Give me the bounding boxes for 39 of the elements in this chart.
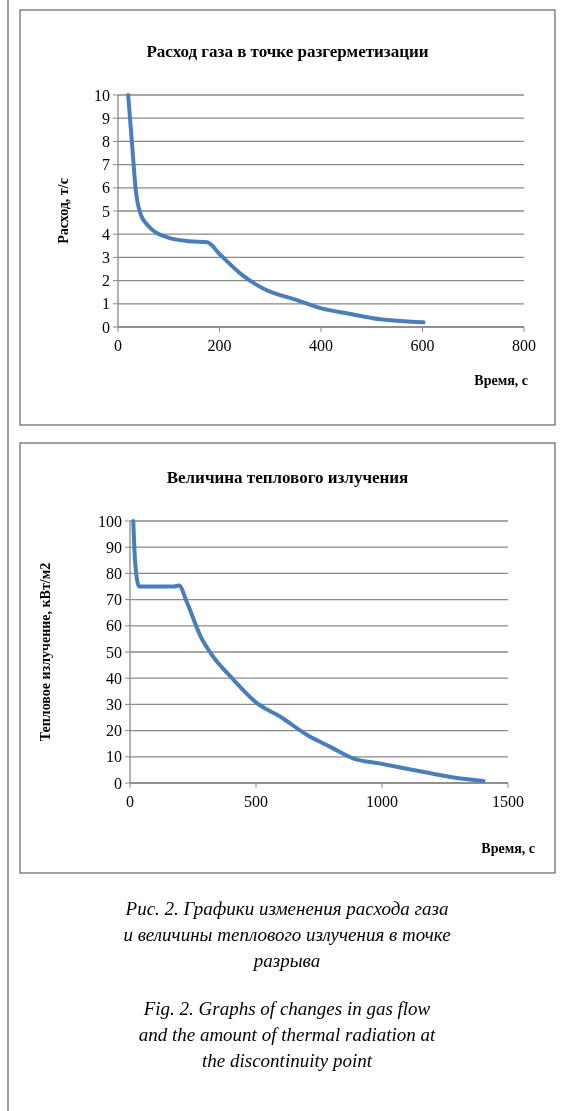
y-axis-title: Расход, т/с: [56, 178, 71, 244]
x-tick-label: 500: [244, 793, 268, 810]
y-tick-label: 4: [102, 225, 110, 243]
x-axis-title: Время, с: [474, 373, 528, 388]
y-tick-label: 5: [102, 202, 110, 220]
y-tick-label: 10: [106, 748, 122, 766]
chart-title: Расход газа в точке разгерметизации: [146, 42, 429, 61]
x-tick-label: 200: [207, 337, 232, 354]
x-tick-label: 1000: [366, 793, 398, 810]
y-tick-label: 50: [106, 643, 122, 661]
y-tick-label: 60: [106, 617, 122, 635]
x-tick-label: 0: [126, 793, 134, 810]
x-tick-label: 1500: [492, 793, 524, 810]
y-tick-label: 10: [94, 86, 110, 104]
y-axis-title: Тепловое излучение, кВт/м2: [38, 562, 53, 742]
y-tick-label: 2: [102, 272, 110, 290]
x-tick-label: 600: [410, 337, 435, 354]
x-axis-title: Время, с: [481, 841, 535, 856]
y-tick-label: 100: [98, 512, 122, 530]
y-tick-label: 3: [102, 249, 110, 266]
y-tick-label: 0: [114, 774, 122, 792]
y-tick-label: 80: [106, 565, 122, 582]
chart-title: Величина теплового излучения: [166, 468, 409, 487]
y-tick-label: 30: [106, 696, 122, 713]
text: Рис. 2. Графики изменения расхода газа и величины теплового излучения в точке разрыва: [123, 898, 451, 971]
y-tick-label: 9: [102, 109, 110, 127]
x-tick-label: 400: [309, 337, 333, 354]
y-tick-label: 7: [102, 156, 110, 174]
y-tick-label: 20: [106, 722, 122, 740]
y-tick-label: 70: [106, 591, 122, 609]
caption: Fig. 2. Graphs of changes in gas flow and the amount of thermal radiation at the discontinuity point: [138, 998, 437, 1071]
y-tick-label: 6: [102, 179, 110, 197]
x-tick-label: 800: [512, 337, 536, 354]
y-tick-label: 90: [106, 538, 122, 556]
line-series: [126, 93, 426, 325]
y-tick-label: 1: [102, 295, 110, 313]
y-tick-label: 0: [102, 318, 110, 336]
y-tick-label: 8: [102, 133, 110, 150]
y-tick-label: 40: [106, 669, 122, 687]
